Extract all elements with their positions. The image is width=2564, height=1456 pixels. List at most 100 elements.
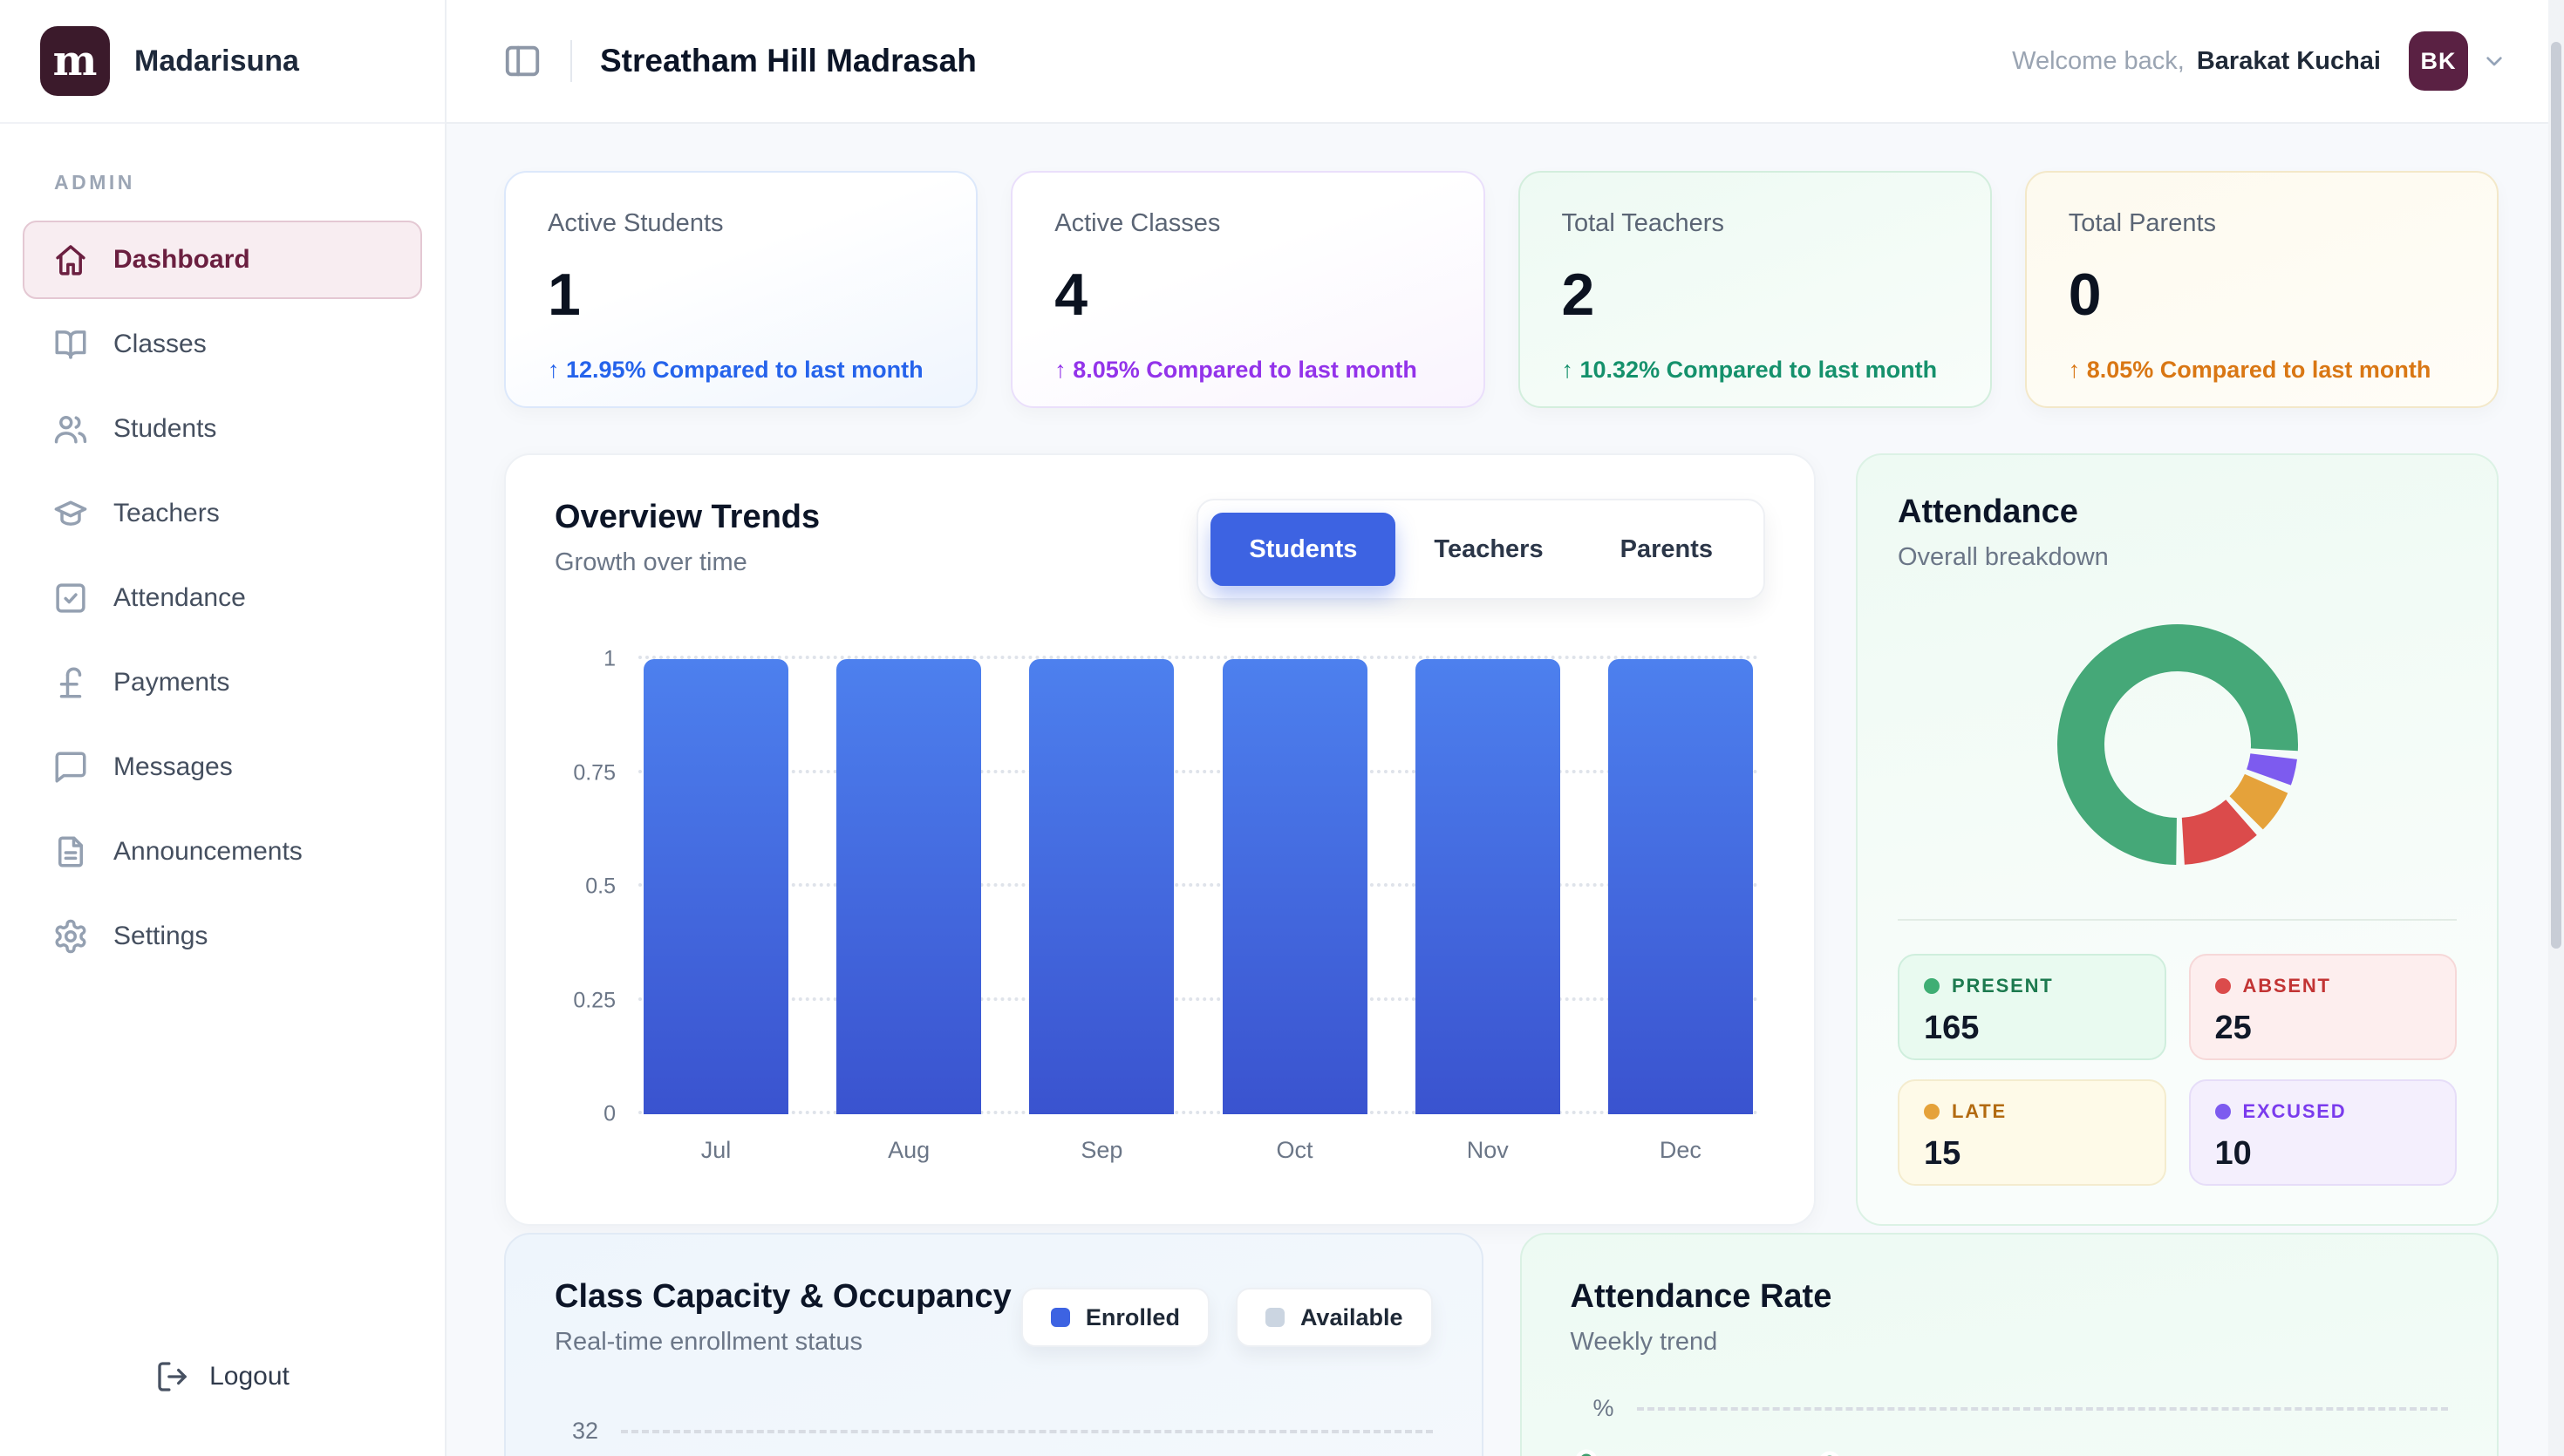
legend-pill-enrolled[interactable]: Enrolled	[1020, 1288, 1210, 1347]
legend-value: 10	[2214, 1135, 2252, 1172]
chevron-down-icon[interactable]	[2480, 47, 2508, 75]
sidebar-item-classes[interactable]: Classes	[23, 305, 422, 384]
square-check-icon	[52, 580, 89, 616]
middle-row: Overview Trends Growth over time Student…	[504, 453, 2499, 1226]
attendance-donut-chart	[1898, 605, 2457, 884]
attendance-rate-card: Attendance Rate Weekly trend %	[1519, 1233, 2499, 1456]
rate-title: Attendance Rate	[1570, 1278, 1832, 1315]
sidebar-toggle-button[interactable]	[502, 41, 542, 81]
attendance-card: Attendance Overall breakdown PRESENT 165…	[1856, 453, 2499, 1226]
trends-title: Overview Trends	[555, 499, 821, 535]
stat-title: Active Students	[548, 209, 724, 237]
stat-card-active-students: Active Students 1 ↑ 12.95% Compared to l…	[504, 171, 979, 408]
book-open-icon	[52, 326, 89, 363]
legend-label: LATE	[1952, 1100, 2008, 1122]
legend-label: ABSENT	[2242, 975, 2331, 997]
attendance-title: Attendance	[1898, 493, 2078, 530]
brand: m Madarisuna	[0, 0, 445, 124]
trend-bar	[644, 659, 788, 1114]
legend-label: Available	[1299, 1303, 1403, 1330]
donut-segment-absent	[2180, 799, 2257, 865]
chart-bars	[638, 659, 1758, 1114]
capacity-gridline	[621, 1429, 1433, 1433]
sidebar-item-messages[interactable]: Messages	[23, 728, 422, 806]
rate-point	[1820, 1451, 1838, 1456]
sidebar-section-label: ADMIN	[54, 171, 135, 194]
y-axis-tick: 1	[603, 646, 616, 671]
chart-x-axis-labels: Jul Aug Sep Oct Nov Dec	[644, 1137, 1753, 1164]
gridline: 1	[603, 647, 1758, 671]
legend-pill-available[interactable]: Available	[1235, 1288, 1433, 1347]
sidebar-nav: ADMIN Dashboard Classes Students Teacher…	[0, 124, 445, 1320]
gridline: 0.5	[585, 874, 1758, 899]
stat-title: Total Teachers	[1561, 209, 1724, 237]
bottom-row: Class Capacity & Occupancy Real-time enr…	[504, 1233, 2499, 1456]
donut-segment-late	[2228, 772, 2288, 830]
legend-value: 25	[2214, 1010, 2252, 1046]
logout-button[interactable]: Logout	[0, 1320, 445, 1433]
trends-subtitle: Growth over time	[555, 548, 747, 576]
sidebar-item-attendance[interactable]: Attendance	[23, 559, 422, 637]
present-dot-icon	[1924, 978, 1940, 994]
stat-delta: ↑ 8.05% Compared to last month	[2068, 357, 2431, 383]
dashboard-content: Active Students 1 ↑ 12.95% Compared to l…	[447, 124, 2564, 1456]
capacity-ytick-row: 32	[555, 1418, 1433, 1445]
file-text-icon	[52, 833, 89, 870]
legend-label: EXCUSED	[2242, 1100, 2347, 1122]
legend-tile-late: LATE 15	[1898, 1079, 2166, 1186]
avatar[interactable]: BK	[2409, 31, 2468, 91]
x-axis-tick: Jul	[700, 1137, 732, 1163]
y-axis-tick: 0.5	[585, 874, 616, 899]
tab-students[interactable]: Students	[1210, 513, 1396, 586]
sidebar-item-label: Dashboard	[113, 245, 250, 274]
stat-value: 4	[1054, 262, 1088, 328]
legend-value: 165	[1924, 1010, 1980, 1046]
sidebar-item-announcements[interactable]: Announcements	[23, 813, 422, 891]
rate-subtitle: Weekly trend	[1570, 1328, 1718, 1356]
x-axis-tick: Dec	[1659, 1137, 1701, 1163]
donut-segment-excused	[2246, 752, 2297, 786]
sidebar-item-payments[interactable]: Payments	[23, 643, 422, 722]
sidebar: m Madarisuna ADMIN Dashboard Classes Stu…	[0, 0, 447, 1456]
legend-tile-excused: EXCUSED 10	[2188, 1079, 2457, 1186]
brand-name: Madarisuna	[134, 44, 299, 78]
stat-delta: ↑ 10.32% Compared to last month	[1561, 357, 1938, 383]
capacity-subtitle: Real-time enrollment status	[555, 1328, 863, 1356]
attendance-divider	[1898, 919, 2457, 921]
logout-icon	[155, 1359, 190, 1394]
scrollbar-track[interactable]	[2548, 0, 2564, 1456]
trends-bar-chart: 0 0.25 0.5 0.75 1	[573, 647, 1758, 1126]
sidebar-item-teachers[interactable]: Teachers	[23, 474, 422, 553]
scrollbar-thumb[interactable]	[2551, 42, 2561, 949]
trend-bar	[1415, 659, 1560, 1114]
legend-label: PRESENT	[1952, 975, 2054, 997]
legend-label: Enrolled	[1085, 1303, 1180, 1330]
sidebar-item-dashboard[interactable]: Dashboard	[23, 221, 422, 299]
trends-tab-group: Students Teachers Parents	[1197, 499, 1765, 600]
x-axis-tick: Oct	[1276, 1137, 1313, 1163]
stat-delta: ↑ 8.05% Compared to last month	[1054, 357, 1417, 383]
donut-segment-present	[2056, 624, 2298, 865]
pound-sterling-icon	[52, 664, 89, 701]
sidebar-item-settings[interactable]: Settings	[23, 897, 422, 976]
rate-point	[1576, 1449, 1596, 1456]
y-axis-tick: 0.75	[573, 760, 616, 785]
tab-parents[interactable]: Parents	[1620, 534, 1713, 563]
gridline: 0	[603, 1102, 1758, 1126]
message-square-icon	[52, 749, 89, 786]
available-swatch-icon	[1265, 1308, 1285, 1327]
brand-logo: m	[40, 26, 110, 96]
stat-card-total-teachers: Total Teachers 2 ↑ 10.32% Compared to la…	[1517, 171, 1992, 408]
sidebar-item-label: Classes	[113, 330, 207, 358]
tab-teachers[interactable]: Teachers	[1434, 534, 1544, 563]
x-axis-tick: Nov	[1466, 1137, 1509, 1163]
enrolled-swatch-icon	[1050, 1308, 1070, 1327]
brand-logo-letter: m	[52, 37, 98, 85]
sidebar-item-students[interactable]: Students	[23, 390, 422, 468]
users-icon	[52, 411, 89, 447]
user-name: Barakat Kuchai	[2196, 46, 2381, 75]
legend-tile-present: PRESENT 165	[1898, 954, 2166, 1060]
topbar: Streatham Hill Madrasah Welcome back, Ba…	[447, 0, 2564, 124]
y-axis-tick: 0	[603, 1101, 616, 1126]
trend-bar	[1029, 659, 1175, 1114]
